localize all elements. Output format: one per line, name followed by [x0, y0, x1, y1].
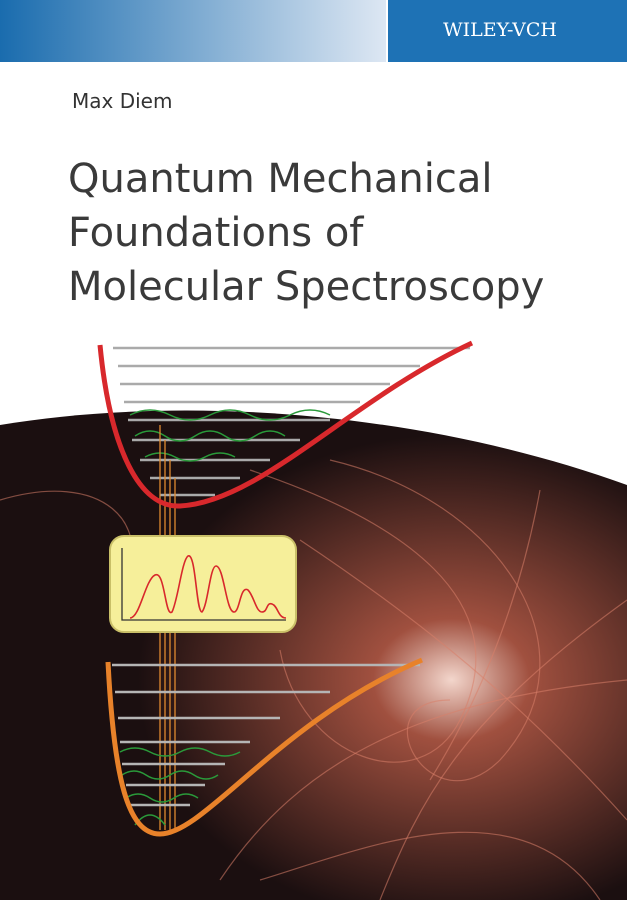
- background-image: [0, 410, 627, 900]
- potential-curve-upper: [97, 340, 474, 509]
- swirls: [0, 459, 627, 900]
- spectrum-box: [109, 535, 297, 633]
- spectrum: [129, 555, 287, 619]
- title-line: Molecular Spectroscopy: [68, 264, 544, 310]
- title-line: Quantum Mechanical: [68, 156, 492, 202]
- energy-levels-upper: [113, 346, 470, 497]
- title-line: Foundations of: [68, 210, 364, 256]
- potential-curve-lower: [105, 657, 423, 837]
- header-gradient: [0, 0, 386, 62]
- publisher: WILEY-VCH: [443, 19, 557, 41]
- publisher-band: [388, 0, 627, 62]
- spectrum-axes: [121, 548, 286, 621]
- author: Max Diem: [72, 89, 172, 113]
- energy-levels-lower: [112, 663, 420, 807]
